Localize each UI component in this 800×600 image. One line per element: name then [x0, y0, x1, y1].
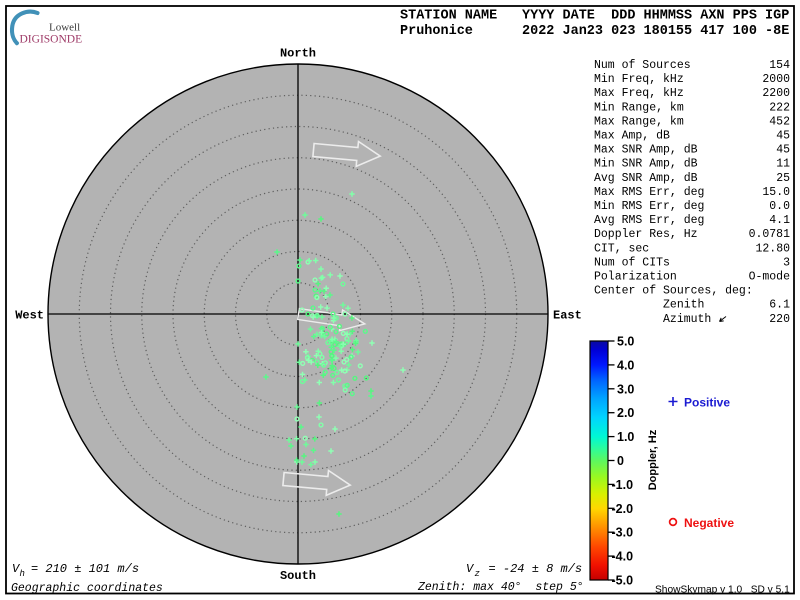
svg-text:Max RMS Err, deg: Max RMS Err, deg	[594, 186, 704, 199]
svg-text:South: South	[280, 569, 316, 583]
svg-text:11: 11	[776, 158, 790, 171]
svg-text:Center of Sources, deg:: Center of Sources, deg:	[594, 285, 753, 298]
svg-text:-5.0: -5.0	[612, 574, 634, 588]
svg-text:ShowSkymap v 1.0 SD v 5.1: ShowSkymap v 1.0 SD v 5.1	[655, 585, 790, 596]
svg-text:Min RMS Err, deg: Min RMS Err, deg	[594, 200, 704, 213]
svg-text:East: East	[553, 309, 582, 323]
svg-text:4.1: 4.1	[769, 214, 790, 227]
svg-text:Num of CITs: Num of CITs	[594, 256, 670, 269]
svg-text:Lowell: Lowell	[49, 22, 80, 34]
svg-text:Negative: Negative	[684, 516, 734, 530]
svg-text:Max Amp, dB: Max Amp, dB	[594, 130, 670, 143]
svg-text:V: V	[12, 562, 21, 576]
svg-text:Polarization: Polarization	[594, 271, 677, 284]
svg-text:STATION NAME: STATION NAME	[400, 9, 497, 24]
svg-text:Doppler Res, Hz: Doppler Res, Hz	[594, 228, 698, 241]
svg-text:Num of Sources: Num of Sources	[594, 59, 691, 72]
svg-text:5.0: 5.0	[617, 335, 634, 349]
svg-text:15.0: 15.0	[762, 186, 790, 199]
svg-text:25: 25	[776, 172, 790, 185]
svg-text:West: West	[15, 309, 44, 323]
svg-text:3: 3	[783, 256, 790, 269]
svg-text:Pruhonice: Pruhonice	[400, 24, 473, 39]
svg-text:-1.0: -1.0	[612, 478, 634, 492]
svg-text:CIT, sec: CIT, sec	[594, 242, 649, 255]
svg-text:Min SNR Amp, dB: Min SNR Amp, dB	[594, 158, 698, 171]
svg-text:Avg RMS Err, deg: Avg RMS Err, deg	[594, 214, 704, 227]
svg-text:Doppler, Hz: Doppler, Hz	[647, 429, 659, 490]
svg-text:Min Freq, kHz: Min Freq, kHz	[594, 73, 684, 86]
svg-text:0.0: 0.0	[769, 200, 790, 213]
svg-text:Max Freq, kHz: Max Freq, kHz	[594, 87, 684, 100]
svg-text:6.1: 6.1	[769, 299, 790, 312]
svg-text:V: V	[466, 562, 475, 576]
svg-text:12.80: 12.80	[755, 242, 790, 255]
svg-text:North: North	[280, 47, 316, 61]
svg-text:4.0: 4.0	[617, 358, 634, 372]
svg-text:-4.0: -4.0	[612, 550, 634, 564]
svg-text:Max Range, km: Max Range, km	[594, 115, 684, 128]
svg-text:Zenith: Zenith	[594, 299, 704, 312]
svg-text:3.0: 3.0	[617, 382, 634, 396]
svg-text:Zenith: max 40° step 5°: Zenith: max 40° step 5°	[417, 581, 584, 594]
svg-text:z: z	[475, 569, 480, 579]
svg-text:= 210 ± 101 m/s: = 210 ± 101 m/s	[31, 562, 139, 576]
svg-text:DIGISONDE: DIGISONDE	[20, 34, 83, 46]
svg-text:1.0: 1.0	[617, 430, 634, 444]
svg-text:Geographic coordinates: Geographic coordinates	[11, 582, 163, 595]
svg-text:-2.0: -2.0	[612, 502, 634, 516]
svg-text:2200: 2200	[762, 87, 790, 100]
svg-text:45: 45	[776, 144, 790, 157]
svg-text:222: 222	[769, 101, 790, 114]
svg-text:h: h	[20, 569, 25, 579]
svg-text:Max SNR Amp, dB: Max SNR Amp, dB	[594, 144, 698, 157]
svg-text:452: 452	[769, 115, 790, 128]
svg-text:0.0781: 0.0781	[749, 228, 791, 241]
svg-text:220: 220	[769, 313, 790, 326]
svg-text:154: 154	[769, 59, 790, 72]
svg-text:Positive: Positive	[684, 396, 730, 410]
svg-text:O-mode: O-mode	[749, 271, 791, 284]
svg-text:2022 Jan23 023 180155 417 100: 2022 Jan23 023 180155 417 100 -8E	[522, 24, 789, 39]
svg-text:45: 45	[776, 130, 790, 143]
svg-text:-3.0: -3.0	[612, 526, 634, 540]
svg-text:2.0: 2.0	[617, 406, 634, 420]
svg-text:0: 0	[617, 454, 624, 468]
svg-text:YYYY DATE DDD HHMMSS AXN PPS: YYYY DATE DDD HHMMSS AXN PPS IGP	[522, 9, 789, 24]
svg-text:= -24 ± 8 m/s: = -24 ± 8 m/s	[489, 562, 583, 576]
svg-text:Min Range, km: Min Range, km	[594, 101, 684, 114]
svg-text:Azimuth: Azimuth	[594, 313, 711, 326]
svg-text:Avg SNR Amp, dB: Avg SNR Amp, dB	[594, 172, 698, 185]
svg-text:2000: 2000	[762, 73, 790, 86]
